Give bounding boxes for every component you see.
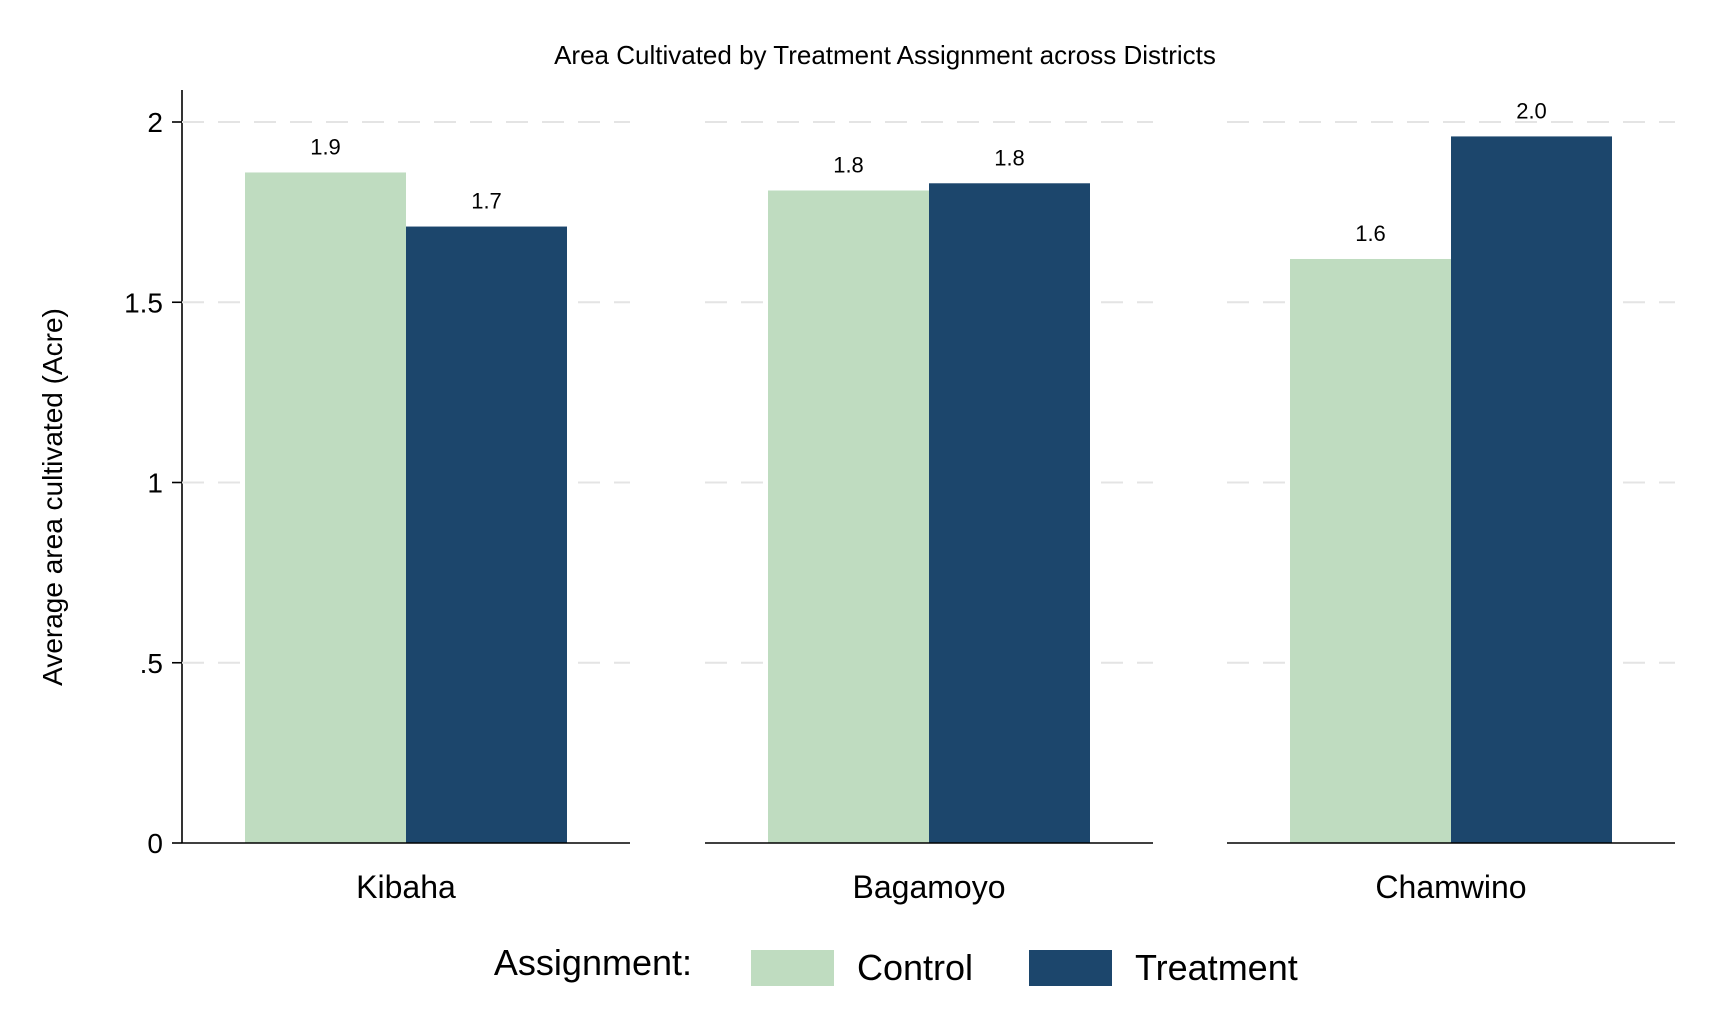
legend-swatch	[751, 950, 834, 986]
district-panel: 1.9 1.7 Kibaha	[182, 121, 630, 905]
y-tick-label: 0	[147, 828, 163, 859]
y-tick-label: 1	[147, 468, 163, 499]
y-axis-label: Average area cultivated (Acre)	[37, 308, 68, 686]
plot-area: 0 .5 1 1.5 2 1.9 1.7 Kibaha 1.8 1.8 Bagamoyo 1.6 2.0…	[124, 90, 1675, 905]
category-label: Chamwino	[1375, 869, 1526, 905]
legend-items: Control Treatment	[751, 947, 1298, 988]
category-label: Bagamoyo	[853, 869, 1006, 905]
control-bar	[245, 172, 406, 844]
legend: Assignment: Control Treatment	[494, 942, 1298, 988]
category-label: Kibaha	[356, 869, 456, 905]
district-panel: 1.6 2.0 Chamwino	[1227, 98, 1675, 905]
bar-value-label: 1.9	[310, 134, 341, 159]
treatment-bar	[929, 183, 1090, 843]
legend-label: Treatment	[1135, 947, 1298, 988]
y-tick-label: .5	[140, 648, 163, 679]
control-bar	[1290, 258, 1451, 843]
y-tick-label: 2	[147, 107, 163, 138]
bar-value-label: 2.0	[1516, 98, 1547, 123]
treatment-bar	[406, 226, 567, 844]
legend-title: Assignment:	[494, 942, 692, 983]
y-tick-label: 1.5	[124, 287, 163, 318]
bar-value-label: 1.6	[1355, 221, 1386, 246]
bar-value-label: 1.8	[994, 145, 1025, 170]
legend-swatch	[1029, 950, 1112, 986]
bar-value-label: 1.8	[833, 152, 864, 177]
control-bar	[768, 190, 929, 843]
district-panel: 1.8 1.8 Bagamoyo	[705, 121, 1153, 905]
treatment-bar	[1451, 136, 1612, 844]
bar-value-label: 1.7	[471, 189, 502, 214]
legend-label: Control	[857, 947, 973, 988]
chart-title: Area Cultivated by Treatment Assignment …	[554, 40, 1216, 70]
